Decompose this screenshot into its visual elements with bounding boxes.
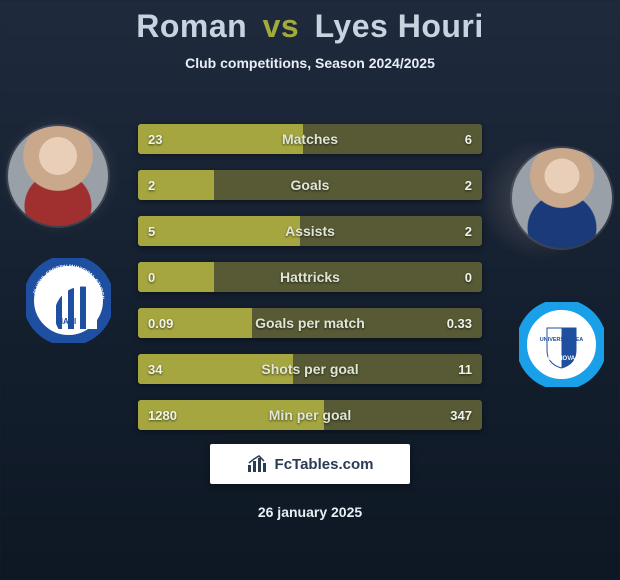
stat-value-right: 2: [465, 216, 472, 246]
stat-label: Assists: [138, 216, 482, 246]
stat-label: Min per goal: [138, 400, 482, 430]
player2-name: Lyes Houri: [315, 8, 484, 44]
subtitle: Club competitions, Season 2024/2025: [0, 55, 620, 71]
date-label: 26 january 2025: [0, 504, 620, 520]
stat-row: 1280Min per goal347: [138, 400, 482, 430]
svg-text:UNIVERSITATEA: UNIVERSITATEA: [540, 337, 584, 343]
stat-value-right: 6: [465, 124, 472, 154]
vs-label: vs: [263, 8, 300, 44]
stat-row: 5Assists2: [138, 216, 482, 246]
player1-club-badge: IASI CLUBUL SPORTIV MUNICIPAL STUDENTESC: [26, 258, 111, 343]
player2-avatar: [512, 148, 612, 248]
stat-label: Hattricks: [138, 262, 482, 292]
stat-value-right: 0: [465, 262, 472, 292]
stat-value-right: 347: [450, 400, 472, 430]
stat-row: 2Goals2: [138, 170, 482, 200]
brand-text: FcTables.com: [275, 456, 374, 473]
comparison-title: Roman vs Lyes Houri: [0, 0, 620, 45]
stat-label: Matches: [138, 124, 482, 154]
brand-box: FcTables.com: [210, 444, 410, 484]
stat-row: 34Shots per goal11: [138, 354, 482, 384]
player1-name: Roman: [136, 8, 247, 44]
svg-text:CRAIOVA: CRAIOVA: [548, 356, 576, 362]
stat-label: Goals: [138, 170, 482, 200]
stat-row: 0Hattricks0: [138, 262, 482, 292]
player2-club-badge: UNIVERSITATEA CRAIOVA CLUBUL SPORTIV: [519, 302, 604, 387]
badge-left-inner-text: IASI: [61, 317, 77, 326]
player1-avatar: [8, 126, 108, 226]
stat-row: 23Matches6: [138, 124, 482, 154]
brand-logo-icon: [247, 455, 269, 473]
stat-value-right: 0.33: [447, 308, 472, 338]
stat-label: Shots per goal: [138, 354, 482, 384]
stat-bars: 23Matches62Goals25Assists20Hattricks00.0…: [138, 124, 482, 446]
stat-value-right: 2: [465, 170, 472, 200]
stat-value-right: 11: [458, 354, 472, 384]
stat-label: Goals per match: [138, 308, 482, 338]
stat-row: 0.09Goals per match0.33: [138, 308, 482, 338]
